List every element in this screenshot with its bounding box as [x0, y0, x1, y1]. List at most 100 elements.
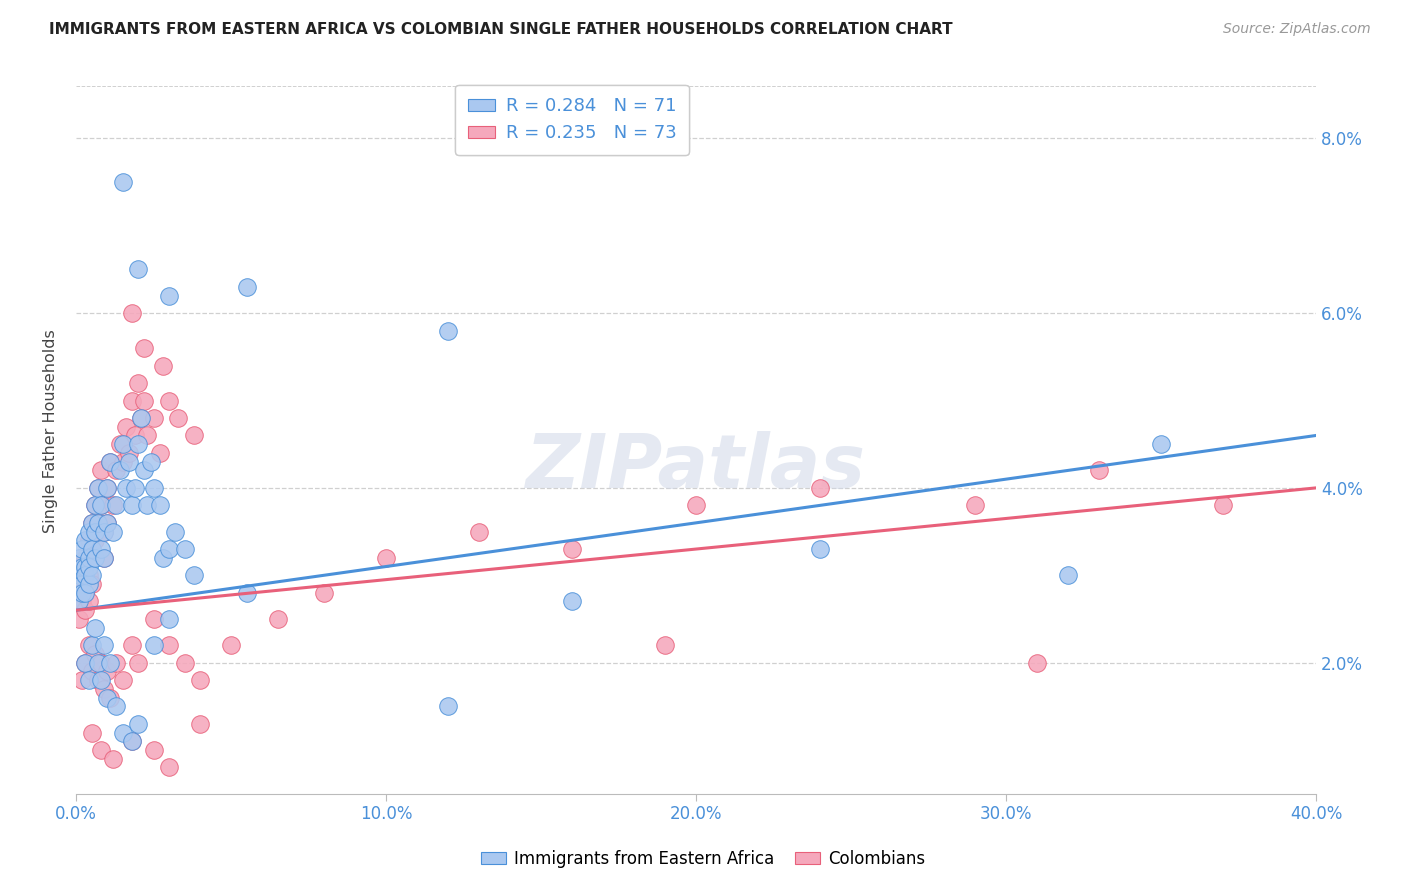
- Point: [77, 559, 100, 574]
- Point: [167, 411, 190, 425]
- Point: [1026, 656, 1049, 670]
- Point: [561, 594, 583, 608]
- Point: [72, 594, 94, 608]
- Point: [124, 428, 146, 442]
- Point: [80, 516, 103, 530]
- Point: [152, 550, 174, 565]
- Point: [121, 638, 143, 652]
- Point: [75, 603, 97, 617]
- Point: [152, 359, 174, 373]
- Point: [72, 673, 94, 687]
- Point: [80, 516, 103, 530]
- Point: [561, 542, 583, 557]
- Point: [67, 612, 90, 626]
- Point: [96, 690, 118, 705]
- Point: [111, 175, 134, 189]
- Point: [83, 524, 105, 539]
- Point: [80, 550, 103, 565]
- Point: [149, 446, 172, 460]
- Point: [83, 621, 105, 635]
- Point: [127, 716, 149, 731]
- Point: [1057, 568, 1080, 582]
- Point: [75, 533, 97, 548]
- Point: [96, 516, 118, 530]
- Point: [77, 673, 100, 687]
- Point: [67, 550, 90, 565]
- Point: [72, 568, 94, 582]
- Point: [118, 446, 141, 460]
- Point: [654, 638, 676, 652]
- Point: [314, 585, 336, 599]
- Point: [808, 542, 831, 557]
- Point: [375, 550, 398, 565]
- Point: [90, 542, 112, 557]
- Point: [118, 455, 141, 469]
- Point: [67, 559, 90, 574]
- Point: [437, 324, 460, 338]
- Point: [96, 481, 118, 495]
- Point: [98, 690, 121, 705]
- Point: [183, 568, 205, 582]
- Point: [114, 481, 136, 495]
- Point: [90, 499, 112, 513]
- Point: [1150, 437, 1173, 451]
- Point: [90, 499, 112, 513]
- Point: [75, 568, 97, 582]
- Point: [219, 638, 242, 652]
- Legend: R = 0.284   N = 71, R = 0.235   N = 73: R = 0.284 N = 71, R = 0.235 N = 73: [456, 85, 689, 155]
- Point: [93, 550, 115, 565]
- Point: [83, 499, 105, 513]
- Point: [77, 638, 100, 652]
- Text: Source: ZipAtlas.com: Source: ZipAtlas.com: [1223, 22, 1371, 37]
- Point: [67, 585, 90, 599]
- Point: [93, 681, 115, 696]
- Point: [75, 656, 97, 670]
- Point: [136, 499, 159, 513]
- Point: [129, 411, 152, 425]
- Point: [75, 585, 97, 599]
- Point: [80, 665, 103, 679]
- Point: [72, 577, 94, 591]
- Point: [67, 568, 90, 582]
- Point: [87, 481, 110, 495]
- Point: [90, 463, 112, 477]
- Point: [98, 455, 121, 469]
- Point: [173, 656, 195, 670]
- Point: [77, 550, 100, 565]
- Point: [77, 524, 100, 539]
- Point: [75, 656, 97, 670]
- Point: [142, 411, 165, 425]
- Point: [136, 428, 159, 442]
- Point: [114, 419, 136, 434]
- Text: ZIPatlas: ZIPatlas: [526, 431, 866, 504]
- Point: [157, 393, 180, 408]
- Point: [121, 734, 143, 748]
- Point: [80, 542, 103, 557]
- Point: [437, 699, 460, 714]
- Point: [685, 499, 707, 513]
- Point: [965, 499, 987, 513]
- Point: [173, 542, 195, 557]
- Point: [127, 376, 149, 390]
- Point: [75, 585, 97, 599]
- Point: [127, 656, 149, 670]
- Point: [80, 638, 103, 652]
- Point: [90, 673, 112, 687]
- Point: [87, 656, 110, 670]
- Point: [98, 656, 121, 670]
- Point: [93, 638, 115, 652]
- Point: [108, 437, 131, 451]
- Point: [103, 499, 125, 513]
- Point: [77, 577, 100, 591]
- Point: [83, 550, 105, 565]
- Point: [96, 516, 118, 530]
- Point: [87, 516, 110, 530]
- Point: [67, 594, 90, 608]
- Point: [142, 743, 165, 757]
- Point: [96, 481, 118, 495]
- Point: [108, 463, 131, 477]
- Legend: Immigrants from Eastern Africa, Colombians: Immigrants from Eastern Africa, Colombia…: [474, 844, 932, 875]
- Point: [98, 455, 121, 469]
- Point: [165, 524, 187, 539]
- Point: [235, 280, 257, 294]
